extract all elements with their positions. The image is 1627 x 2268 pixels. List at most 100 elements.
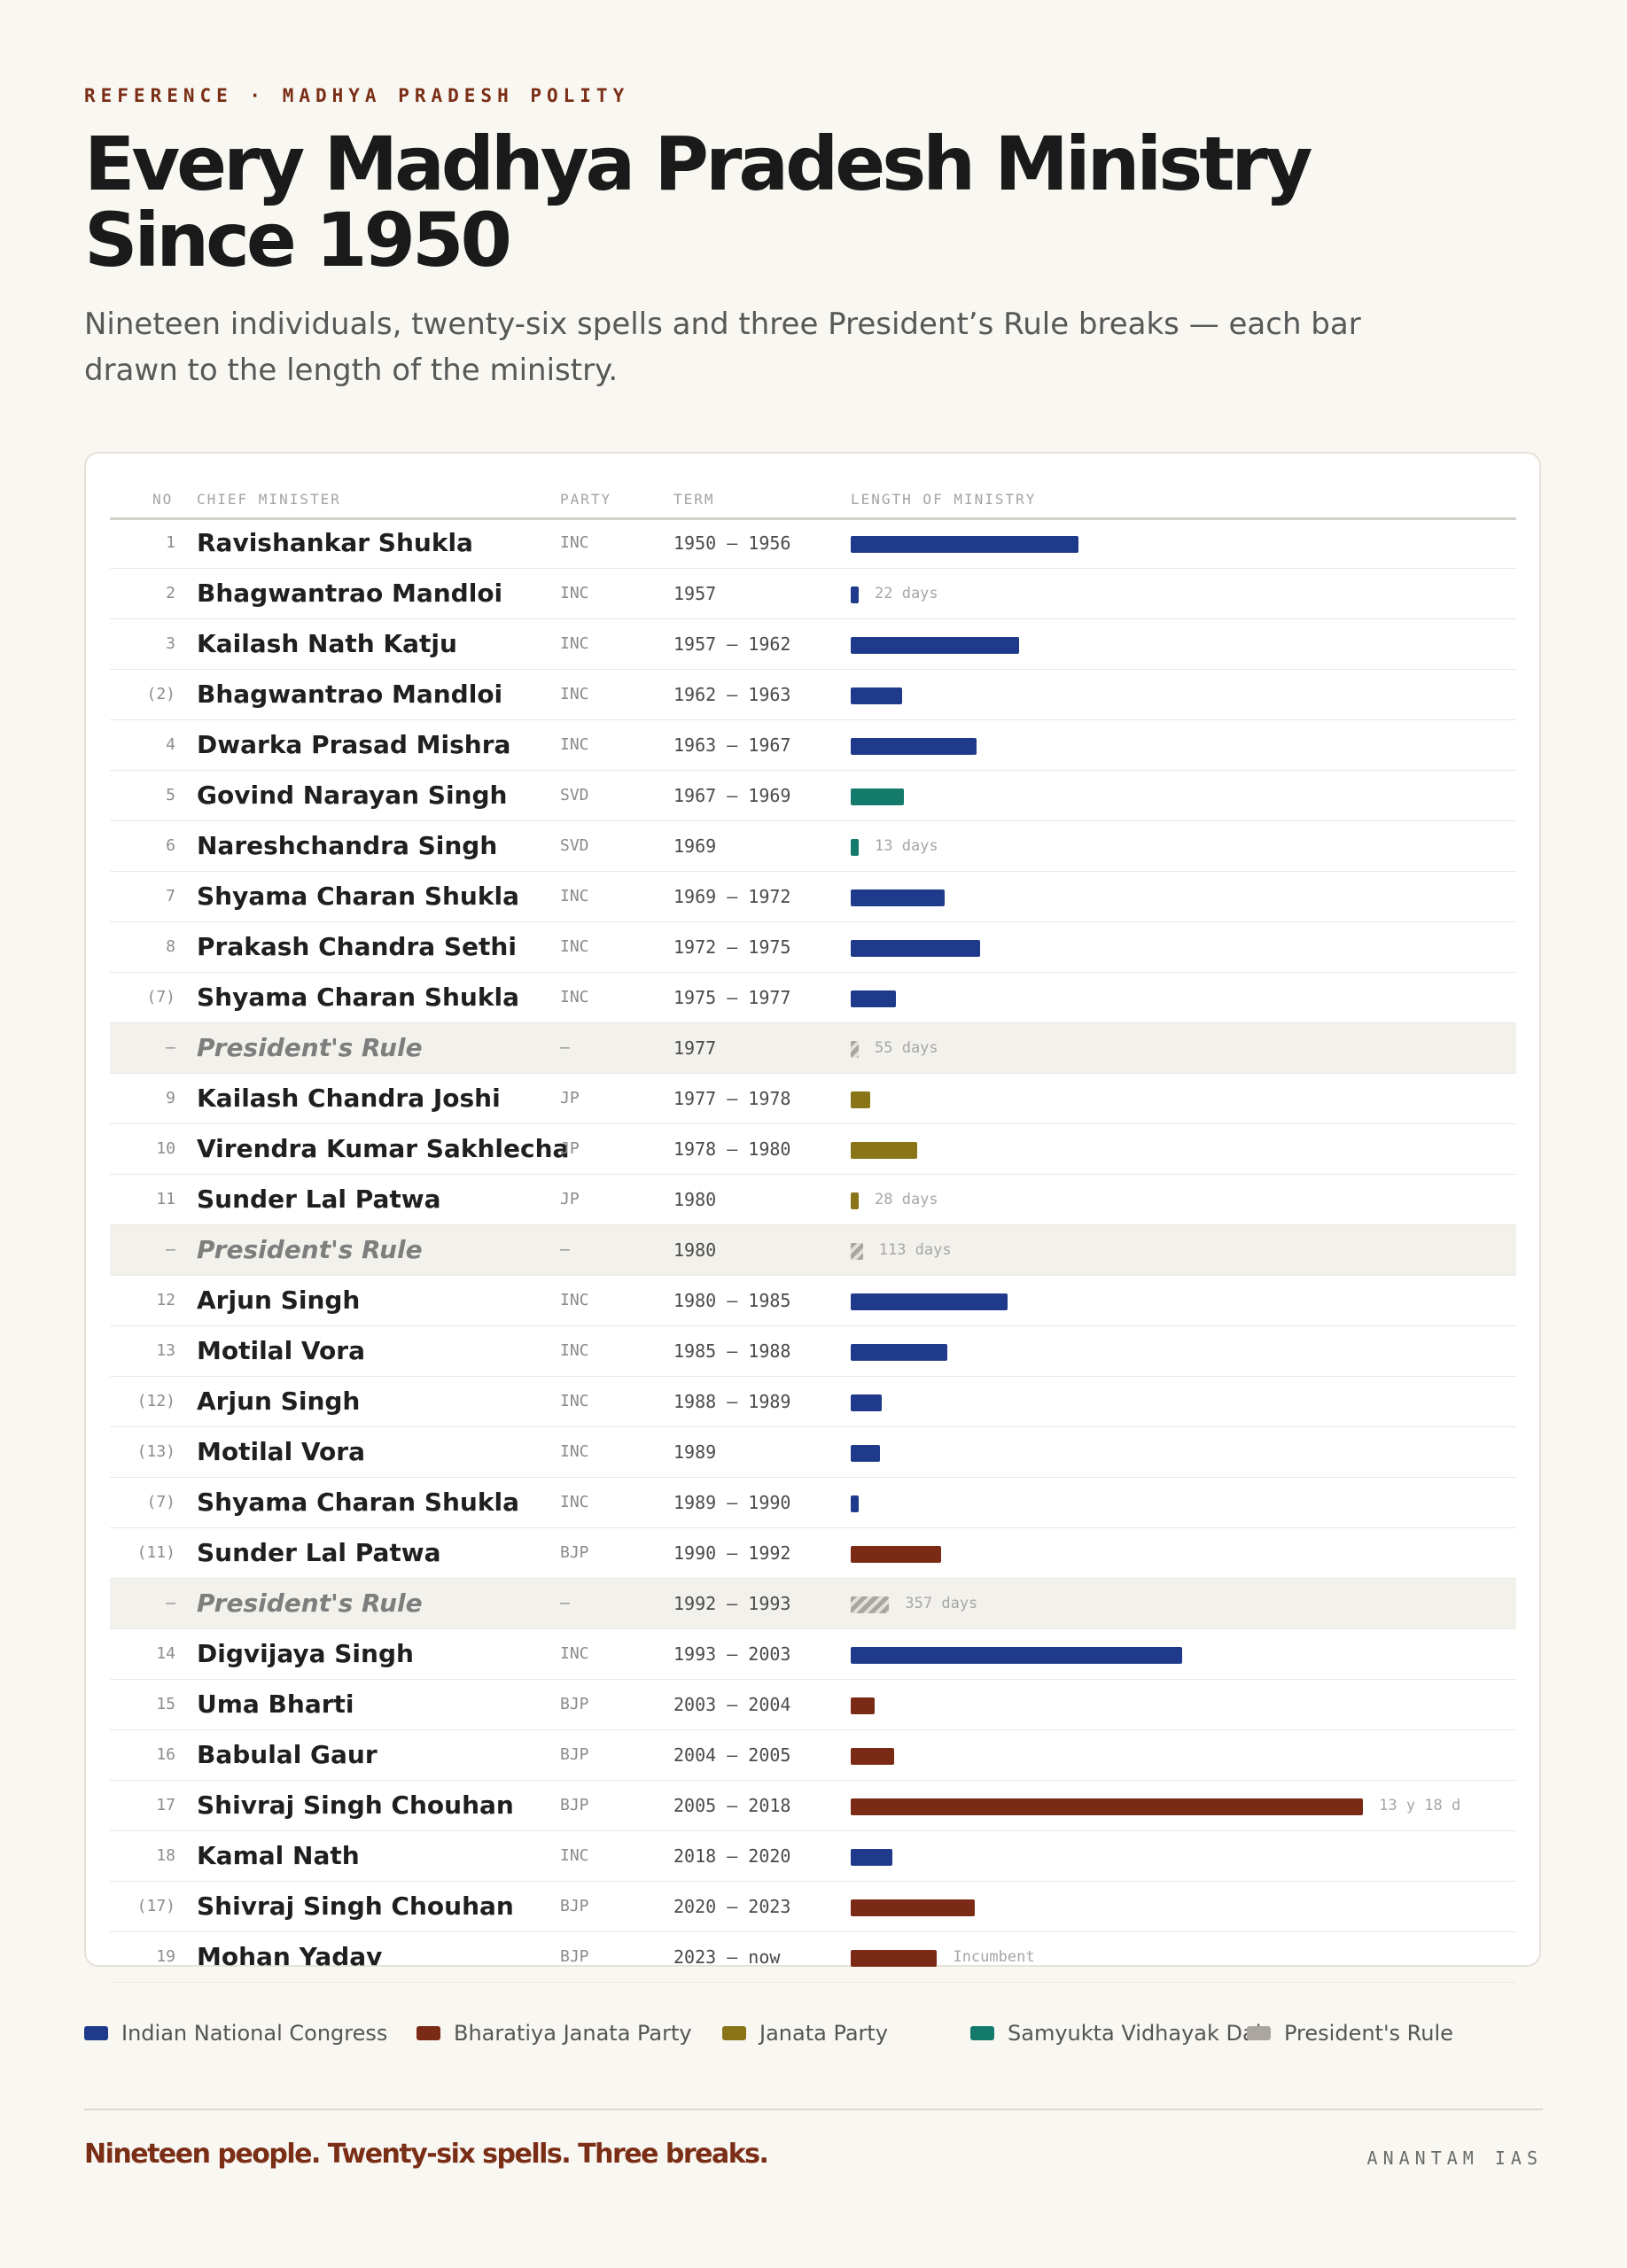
table-row: 15 Uma Bharti BJP 2003 – 2004: [110, 1680, 1516, 1730]
term-years: 1957: [673, 583, 717, 604]
legend-swatch: [84, 2026, 108, 2040]
party-code: INC: [560, 1392, 589, 1410]
legend-swatch: [416, 2026, 440, 2040]
kicker: REFERENCE · MADHYA PRADESH POLITY: [84, 85, 630, 106]
legend-label: President's Rule: [1284, 2021, 1453, 2046]
party-code: BJP: [560, 1947, 589, 1966]
bar-label: 357 days: [905, 1595, 978, 1612]
party-code: INC: [560, 584, 589, 602]
ministry-length-bar: [851, 1041, 859, 1058]
ministry-length-bar: [851, 839, 859, 856]
chief-minister-name: Kamal Nath: [197, 1841, 360, 1870]
legend: Indian National Congress Bharatiya Janata…: [84, 2011, 1543, 2055]
ministry-length-bar: [851, 1546, 941, 1563]
row-number: 19: [156, 1947, 175, 1966]
table-row: 9 Kailash Chandra Joshi JP 1977 – 1978: [110, 1074, 1516, 1124]
ministry-length-bar: [851, 1798, 1364, 1815]
row-number: 5: [166, 786, 175, 804]
row-number: (13): [136, 1442, 175, 1461]
legend-label: Bharatiya Janata Party: [454, 2021, 692, 2046]
bar-label: 13 days: [875, 837, 938, 855]
party-code: BJP: [560, 1543, 589, 1562]
party-code: INC: [560, 634, 589, 653]
chief-minister-name: President's Rule: [197, 1033, 423, 1062]
term-years: 1989 – 1990: [673, 1492, 791, 1513]
row-number: 4: [166, 735, 175, 754]
bar-label: 28 days: [875, 1191, 938, 1208]
table-row: 4 Dwarka Prasad Mishra INC 1963 – 1967: [110, 720, 1516, 771]
chief-minister-name: Shyama Charan Shukla: [197, 882, 519, 911]
chief-minister-name: President's Rule: [197, 1235, 423, 1264]
chief-minister-name: Dwarka Prasad Mishra: [197, 730, 511, 759]
chief-minister-name: Govind Narayan Singh: [197, 781, 508, 810]
table-row: (7) Shyama Charan Shukla INC 1989 – 1990: [110, 1478, 1516, 1528]
term-years: 1980: [673, 1189, 717, 1210]
legend-swatch: [1247, 2026, 1271, 2040]
chief-minister-name: Digvijaya Singh: [197, 1639, 414, 1668]
ministry-length-bar: [851, 1394, 883, 1411]
party-code: BJP: [560, 1897, 589, 1915]
table-row: 6 Nareshchandra Singh SVD 1969 13 days: [110, 821, 1516, 872]
party-code: INC: [560, 685, 589, 703]
chief-minister-name: Kailash Chandra Joshi: [197, 1084, 501, 1113]
term-years: 1977: [673, 1037, 717, 1059]
footer-brand: ANANTAM IAS: [1366, 2148, 1543, 2169]
table-row: (17) Shivraj Singh Chouhan BJP 2020 – 2023: [110, 1882, 1516, 1932]
column-header-party: PARTY: [560, 491, 612, 508]
party-code: INC: [560, 1644, 589, 1663]
term-years: 2020 – 2023: [673, 1896, 791, 1917]
party-code: SVD: [560, 786, 589, 804]
presidents-rule-row: – President's Rule – 1980 113 days: [110, 1225, 1516, 1276]
ministry-length-bar: [851, 687, 902, 704]
ministry-length-bar: [851, 1445, 881, 1462]
chief-minister-name: Sunder Lal Patwa: [197, 1538, 441, 1567]
table-row: 16 Babulal Gaur BJP 2004 – 2005: [110, 1730, 1516, 1781]
party-code: INC: [560, 1493, 589, 1511]
row-number: 3: [166, 634, 175, 653]
party-code: JP: [560, 1190, 580, 1208]
column-header-chief-minister: CHIEF MINISTER: [197, 491, 341, 508]
row-number: (11): [136, 1543, 175, 1562]
table-row: 17 Shivraj Singh Chouhan BJP 2005 – 2018 13 …: [110, 1781, 1516, 1831]
legend-label: Indian National Congress: [121, 2021, 388, 2046]
row-number: 8: [166, 937, 175, 956]
term-years: 1963 – 1967: [673, 734, 791, 756]
bar-label: Incumbent: [953, 1948, 1035, 1966]
ministry-length-bar: [851, 1192, 859, 1209]
ministry-length-bar: [851, 990, 896, 1007]
party-code: INC: [560, 533, 589, 552]
ministry-length-bar: [851, 1344, 947, 1361]
table-row: (12) Arjun Singh INC 1988 – 1989: [110, 1377, 1516, 1427]
party-code: INC: [560, 1846, 589, 1865]
legend-label: Samyukta Vidhayak Dal: [1008, 2021, 1262, 2046]
term-years: 1977 – 1978: [673, 1088, 791, 1109]
ministry-length-bar: [851, 1495, 859, 1512]
party-code: INC: [560, 735, 589, 754]
ministry-rows: 1 Ravishankar Shukla INC 1950 – 1956 2 Bhagwa…: [110, 518, 1516, 1983]
row-number: (17): [136, 1897, 175, 1915]
party-code: –: [560, 1594, 570, 1612]
ministry-length-bar: [851, 1293, 1008, 1310]
ministry-length-bar: [851, 940, 981, 957]
party-code: SVD: [560, 836, 589, 855]
term-years: 1980 – 1985: [673, 1290, 791, 1311]
term-years: 1957 – 1962: [673, 633, 791, 655]
party-code: –: [560, 1240, 570, 1259]
term-years: 1969: [673, 835, 717, 857]
term-years: 1972 – 1975: [673, 936, 791, 958]
row-number: 16: [156, 1745, 175, 1764]
table-row: 11 Sunder Lal Patwa JP 1980 28 days: [110, 1175, 1516, 1225]
ministry-length-bar: [851, 1950, 938, 1967]
row-number: 11: [156, 1190, 175, 1208]
table-row: 14 Digvijaya Singh INC 1993 – 2003: [110, 1629, 1516, 1680]
ministry-length-bar: [851, 788, 904, 805]
column-header-term: TERM: [673, 491, 715, 508]
ministry-length-bar: [851, 1697, 875, 1714]
ministry-length-bar: [851, 536, 1078, 553]
row-number: (7): [146, 988, 175, 1006]
row-number: 10: [156, 1139, 175, 1158]
ministry-length-bar: [851, 738, 977, 755]
table-row: 12 Arjun Singh INC 1980 – 1985: [110, 1276, 1516, 1326]
term-years: 1978 – 1980: [673, 1138, 791, 1160]
chief-minister-name: Bhagwantrao Mandloi: [197, 579, 503, 608]
